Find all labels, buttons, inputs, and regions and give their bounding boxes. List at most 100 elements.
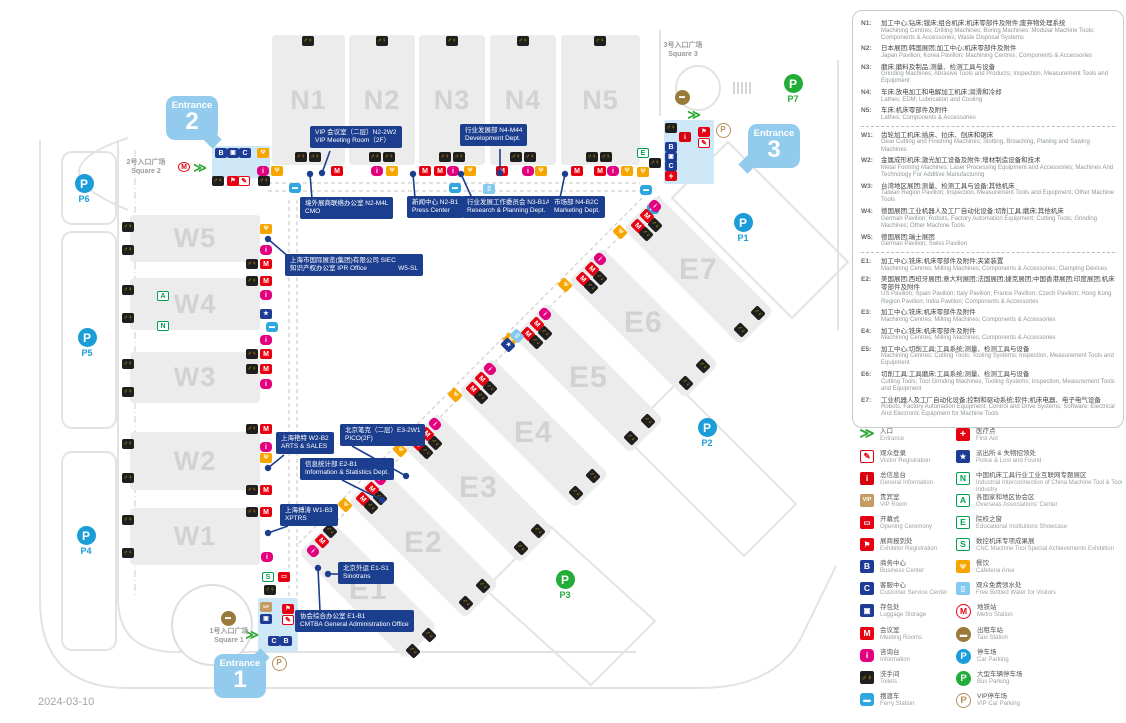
icon-legend-zh: 地铁站 [977,604,997,611]
icon-legend-row: N 中国机床工具行业工业互联网专题展区 Industrial Interconnec… [956,472,1126,494]
square-label-en: Square 2 [131,168,161,175]
icon-legend-en: Police & Lost and Found [976,458,1042,464]
taxi-icon: ▬ [674,89,690,105]
entrance-1-bubble: Entrance 1 [214,654,266,698]
hall-label: N2 [363,84,401,115]
parking-vip-icon: P [271,655,287,671]
icon-legend-en: Information [880,657,911,663]
toilets-icon: ♂♀ [258,176,270,186]
info-red-icon: i [860,472,874,485]
visitor-reg-icon: ✎ [860,450,874,463]
toilets-icon: ♂♀ [246,259,258,269]
cafeteria-icon: Ψ [260,224,272,234]
ferry-icon: ▬ [640,185,652,195]
ferry-icon: ▬ [860,693,874,706]
toilets-icon: ♂♀ [665,123,677,133]
icon-legend-text: 餐饮 Cafeteria Area [976,560,1126,575]
info-pink-icon: i [607,166,619,176]
legend-hall-code: E6: [861,371,872,379]
toilets-icon: ♂♀ [594,36,606,46]
legend-hall-text: 工业机器人及工厂自动化设备;控制和驱动系统;软件;机床电器、电子电气设备 Robo… [881,397,1115,419]
hall-W1: W1 [130,508,260,565]
legend-hall-en: Robots, Factory Automation Equipment; Co… [881,404,1115,418]
toilets-icon: ♂♀ [212,176,224,186]
icon-legend-zh: 客服中心 [880,582,906,589]
icon-legend-text: 总信息台 General Information [880,472,960,487]
toilets-icon: ♂♀ [649,158,661,168]
legend-hall-code: W2: [861,157,873,165]
callout-marketing-dept: 市场部 N4-B2C Marketing Dept. [549,196,605,218]
icon-legend-zh: 会议室 [880,627,900,634]
hall-label: W3 [173,362,217,392]
toilets-icon: ♂♀ [122,245,134,255]
legend-hall-item: E1: 加工中心;铣床;机床零部件及附件;夹紧装置 Machining Centre… [861,258,1115,273]
icon-legend-en: Toilets [880,679,898,685]
chip-a-icon: A [956,494,970,507]
chip-s-icon: S [262,572,274,582]
icon-legend-zh: 各国家和地区协会区 [976,494,1035,501]
legend-hall-item: E6: 切削工具;工具磨床;工具系统;测量、检测工具与设备 Cutting Tool… [861,371,1115,393]
meeting-icon: M [331,166,343,176]
icon-legend-en: Industrial Interconnection of China Mach… [976,480,1123,493]
cafeteria-icon: Ψ [535,166,547,176]
hall-label: N3 [433,84,471,115]
icon-legend-en: Car Parking [977,657,1009,663]
legend-hall-code: E4: [861,327,872,335]
icon-legend-zh: 出租车站 [977,627,1003,634]
legend-hall-zh: 车床;放电加工和电解加工机床;润滑和冷却 [881,89,1002,97]
icon-legend-text: 洗手间 Toilets [880,671,960,686]
cafeteria-icon: Ψ [621,166,633,176]
callout-line1: 市场部 N4-B2C [554,199,599,206]
icon-legend-text: 会议室 Meeting Rooms [880,627,960,642]
callout-line2: Research & Planning Dept. [467,207,550,215]
chip-n-icon: N [157,321,169,331]
callout-line1: 新闻中心 N2-B1 [412,199,459,206]
icon-legend-text: 咨询台 Information [880,649,960,664]
parking-icon: P [76,526,96,545]
toilets-icon: ♂♀ [246,349,258,359]
callout-line1: 行业发展部 N4-M44 [465,127,523,134]
icon-legend-text: 中国机床工具行业工业互联网专题展区 Industrial Interconnect… [976,472,1126,494]
callout-location-tag: W5-SL [398,265,418,272]
luggage-icon: ▣ [227,148,239,158]
icon-legend-text: 大型车辆停车场 Bus Parking [977,671,1126,686]
callout-line1: 上海搏涛 W1-B3 [285,507,333,514]
toilets-icon: ♂♀ [439,152,451,162]
parking-P7: P P7 [779,74,807,104]
icon-legend-text: 数控机床专项成果展 CNC Machine Tool Special Achiev… [976,538,1126,553]
callout-line2: PICO(2F) [345,435,420,443]
legend-hall-item: N1: 加工中心;钻床;镗床;组合机床;机床零部件及附件;废弃物处理系统 Machi… [861,20,1115,42]
business-icon: B [665,142,677,152]
callout-line1: 境外展商联络办公室 N2-M4L [305,200,389,207]
customer-icon: C [239,148,251,158]
chip-a-icon: A [157,291,169,301]
entrance-arrows-icon: ≫ [687,106,701,122]
legend-hall-en: Machining Centres; Milling Machines; Com… [881,265,1108,272]
legend-hall-zh: 日本展团;韩国展团;加工中心;机床零部件及附件 [881,45,1017,53]
callout-line2-text: 知识产权办公室 IPR Office [290,265,367,272]
toilets-icon: ♂♀ [122,548,134,558]
meeting-icon: M [260,364,272,374]
square-label-s3: 3号入口广场 Square 3 [638,41,728,59]
legend-hall-zh: 工业机器人及工厂自动化设备;控制和驱动系统;软件;机床电器、电子电气设备 [881,396,1101,404]
icon-legend-row: i 总信息台 General Information [860,472,960,487]
legend-hall-en: German Pavilion; Swiss Pavilion [881,241,968,248]
customer-icon: C [860,582,874,595]
legend-hall-en: Machining Centres; Cutting Tools; Toolin… [881,353,1114,367]
toilets-icon: ♂♀ [246,424,258,434]
legend-hall-code: E5: [861,345,872,353]
vip-room-icon: VIP [860,494,874,507]
luggage-icon: ▣ [860,604,874,617]
legend-hall-item: N2: 日本展团;韩国展团;加工中心;机床零部件及附件 Japan Pavilion… [861,45,1115,60]
legend-hall-en: Cutting Tools; Tool Grinding Machines; T… [881,378,1115,392]
entrance-arrows-icon: ≫ [859,426,875,443]
meeting-icon: M [434,166,446,176]
taxi-icon: ▬ [220,610,236,626]
hall-W5: W5 [130,215,260,262]
legend-hall-code: E1: [861,258,872,266]
legend-hall-text: 加工中心;切削工具;工具系统;测量、检测工具与设备 Machining Centr… [881,346,1115,368]
info-red-icon: i [679,132,691,142]
toilets-icon: ♂♀ [860,671,874,684]
icon-legend-zh: VIP停车场 [977,693,1007,700]
icon-legend-en: Entrance [880,436,905,442]
